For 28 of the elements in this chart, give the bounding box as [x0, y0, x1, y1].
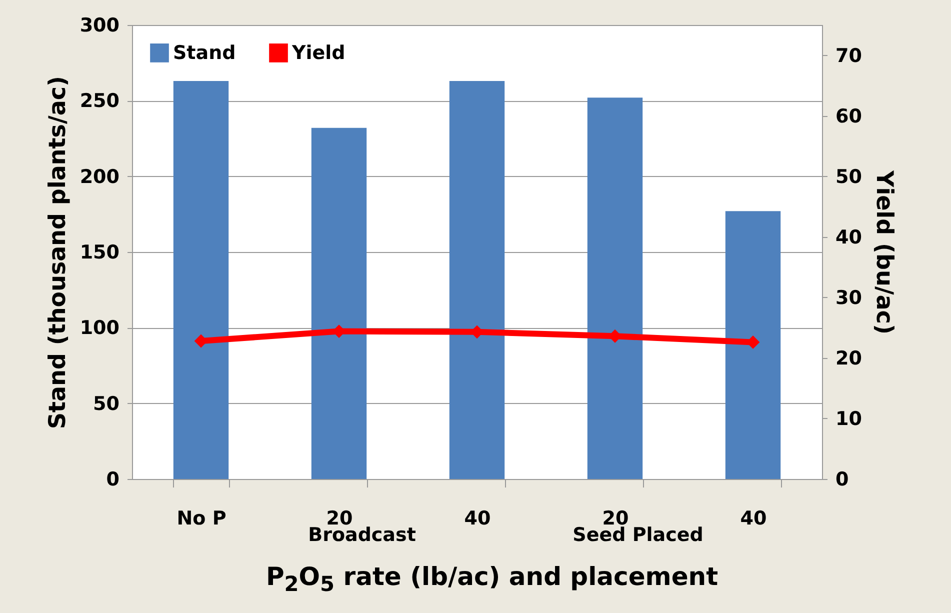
y2-tick-label: 70: [836, 44, 862, 67]
legend-label: Yield: [291, 42, 346, 64]
x-tick-label: 40: [740, 508, 767, 530]
y-tick-label: 0: [106, 468, 120, 490]
bar: [173, 80, 229, 479]
legend-label: Stand: [173, 42, 236, 64]
y2-tick-label: 10: [836, 408, 862, 430]
x-tick-label: No P: [176, 508, 226, 530]
bar: [449, 80, 505, 479]
y-tick-label: 200: [80, 166, 120, 188]
y-tick-label: 100: [80, 317, 120, 340]
y-tick-label: 300: [80, 14, 120, 36]
y2-tick-label: 20: [836, 347, 862, 370]
y2-tick-label: 0: [836, 468, 849, 490]
bar: [311, 128, 367, 479]
bar: [587, 98, 643, 479]
y2-tick-label: 40: [836, 226, 862, 248]
y2-tick-label: 60: [836, 105, 862, 128]
y-tick-label: 250: [80, 90, 120, 112]
y-tick-label: 150: [80, 242, 120, 264]
y2-tick-label: 30: [836, 286, 862, 309]
y-tick-label: 50: [93, 392, 120, 415]
y-axis-title: Stand (thousand plants/ac): [44, 76, 71, 430]
y2-axis-title: Yield (bu/ac): [870, 170, 897, 334]
x-axis-title: P$_{2}$O$_{5}$ rate (lb/ac) and placement: [266, 562, 718, 596]
bar: [725, 211, 781, 479]
x-tick-label: 40: [464, 508, 491, 530]
y2-tick-label: 50: [836, 166, 862, 188]
